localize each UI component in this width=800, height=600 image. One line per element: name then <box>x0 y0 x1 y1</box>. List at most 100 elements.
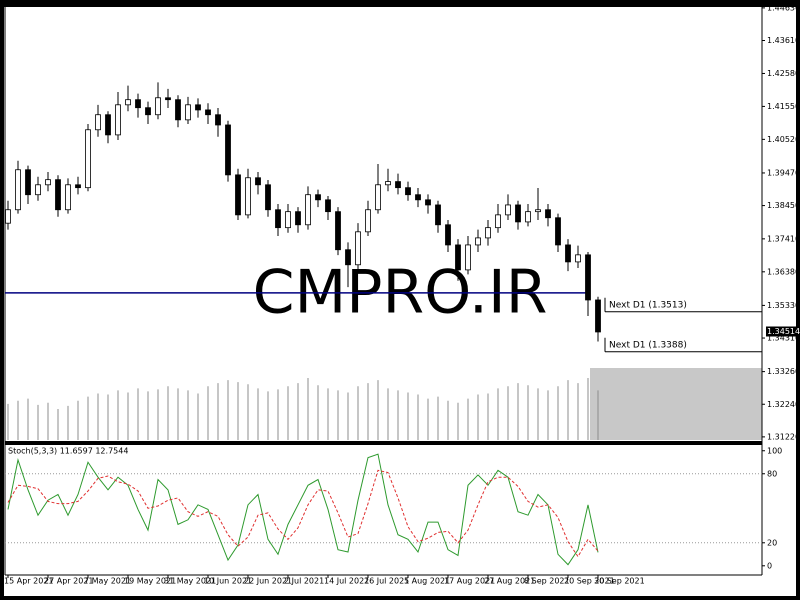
candle-body <box>525 211 531 223</box>
panel-separator <box>5 441 762 445</box>
x-tick-label: 19 May 2021 <box>124 577 176 586</box>
candle-body <box>475 237 481 246</box>
candle-body <box>555 217 561 246</box>
candle-body <box>225 124 231 176</box>
shaded-zone <box>590 368 762 440</box>
candle-body <box>585 254 591 301</box>
candle-body <box>285 211 291 229</box>
stoch-line <box>7 453 599 566</box>
candle-body <box>595 299 601 333</box>
x-tick-label: 14 Jul 2021 <box>324 577 369 586</box>
candle-body <box>485 227 491 239</box>
candle-body <box>295 211 301 226</box>
y-tick-label: 1.32240 <box>767 400 800 409</box>
candle-body <box>415 194 421 201</box>
candle-body <box>385 181 391 186</box>
candle-body <box>15 169 21 211</box>
candle-body <box>105 114 111 136</box>
candle-body <box>275 209 281 229</box>
candle-body <box>575 254 581 263</box>
candle-body <box>185 104 191 121</box>
x-tick-label: 15 Apr 2021 <box>4 577 53 586</box>
candle-body <box>405 187 411 196</box>
x-tick-label: 26 Jul 2021 <box>364 577 409 586</box>
x-tick-label: 10 Jun 2021 <box>204 577 252 586</box>
x-tick-label: 17 Aug 2021 <box>444 577 495 586</box>
y-tick-label: 1.35330 <box>767 301 800 310</box>
y-tick-label: 1.36380 <box>767 267 800 276</box>
candle-body <box>505 204 511 216</box>
candle-body <box>245 177 251 216</box>
candle-body <box>545 209 551 219</box>
y-tick-label: 1.37410 <box>767 234 800 243</box>
candle-body <box>395 181 401 189</box>
x-tick-label: 30 Sep 2021 <box>594 577 645 586</box>
x-tick-label: 2 Jul 2021 <box>284 577 324 586</box>
y-tick-label: 1.40520 <box>767 135 800 144</box>
candle-body <box>25 169 31 196</box>
y-tick-label: 100 <box>767 446 782 455</box>
candle-body <box>355 231 361 266</box>
y-tick-label: 1.33260 <box>767 367 800 376</box>
candle-body <box>135 99 141 109</box>
x-tick-label: 7 May 2021 <box>84 577 131 586</box>
last-price-label: 1.34514 <box>767 327 800 336</box>
candle-body <box>5 209 11 224</box>
candle-body <box>165 97 171 101</box>
candle-body <box>215 114 221 126</box>
candle-body <box>495 214 501 229</box>
candle-body <box>335 211 341 251</box>
x-tick-label: 20 Sep 2021 <box>564 577 615 586</box>
candle-body <box>265 184 271 211</box>
y-tick-label: 1.43610 <box>767 36 800 45</box>
candle-body <box>155 97 161 116</box>
candle-body <box>205 109 211 116</box>
candle-body <box>445 224 451 246</box>
candle-body <box>455 244 461 271</box>
candle-body <box>175 99 181 121</box>
candle-body <box>85 129 91 189</box>
candle-body <box>325 199 331 213</box>
candle-body <box>435 204 441 226</box>
y-tick-label: 1.34310 <box>767 334 800 343</box>
candle-body <box>255 177 261 186</box>
y-tick-label: 1.38450 <box>767 201 800 210</box>
candle-body <box>115 104 121 136</box>
candle-body <box>235 174 241 216</box>
candle-body <box>425 199 431 206</box>
candle-body <box>345 249 351 266</box>
stoch-line <box>7 469 599 558</box>
candle-body <box>125 99 131 106</box>
candle-body <box>75 184 81 189</box>
y-tick-label: 1.42580 <box>767 69 800 78</box>
stoch-title: Stoch(5,3,3) 11.6597 12.7544 <box>8 447 128 456</box>
x-tick-label: 27 Aug 2021 <box>484 577 535 586</box>
y-tick-label: 0 <box>767 561 772 570</box>
x-tick-label: 5 Aug 2021 <box>404 577 450 586</box>
x-tick-label: 22 Jun 2021 <box>244 577 292 586</box>
candle-body <box>95 114 101 131</box>
candle-body <box>535 209 541 213</box>
candle-body <box>35 184 41 196</box>
annotation-label: Next D1 (1.3388) <box>609 340 687 350</box>
candle-body <box>465 244 471 271</box>
candle-body <box>195 104 201 111</box>
y-tick-label: 1.44630 <box>767 3 800 12</box>
last-price-box <box>766 326 796 337</box>
candle-body <box>375 184 381 211</box>
candle-body <box>305 194 311 226</box>
x-tick-label: 27 Apr 2021 <box>44 577 93 586</box>
candle-body <box>365 209 371 233</box>
y-tick-label: 80 <box>767 469 777 478</box>
candle-body <box>55 179 61 211</box>
candle-body <box>565 244 571 263</box>
y-tick-label: 1.31220 <box>767 432 800 441</box>
y-tick-label: 1.39470 <box>767 168 800 177</box>
candle-body <box>515 204 521 223</box>
x-tick-label: 8 Sep 2021 <box>524 577 570 586</box>
x-tick-label: 31 May 2021 <box>164 577 216 586</box>
candle-body <box>65 184 71 211</box>
candle-body <box>145 107 151 116</box>
annotation-label: Next D1 (1.3513) <box>609 300 687 310</box>
